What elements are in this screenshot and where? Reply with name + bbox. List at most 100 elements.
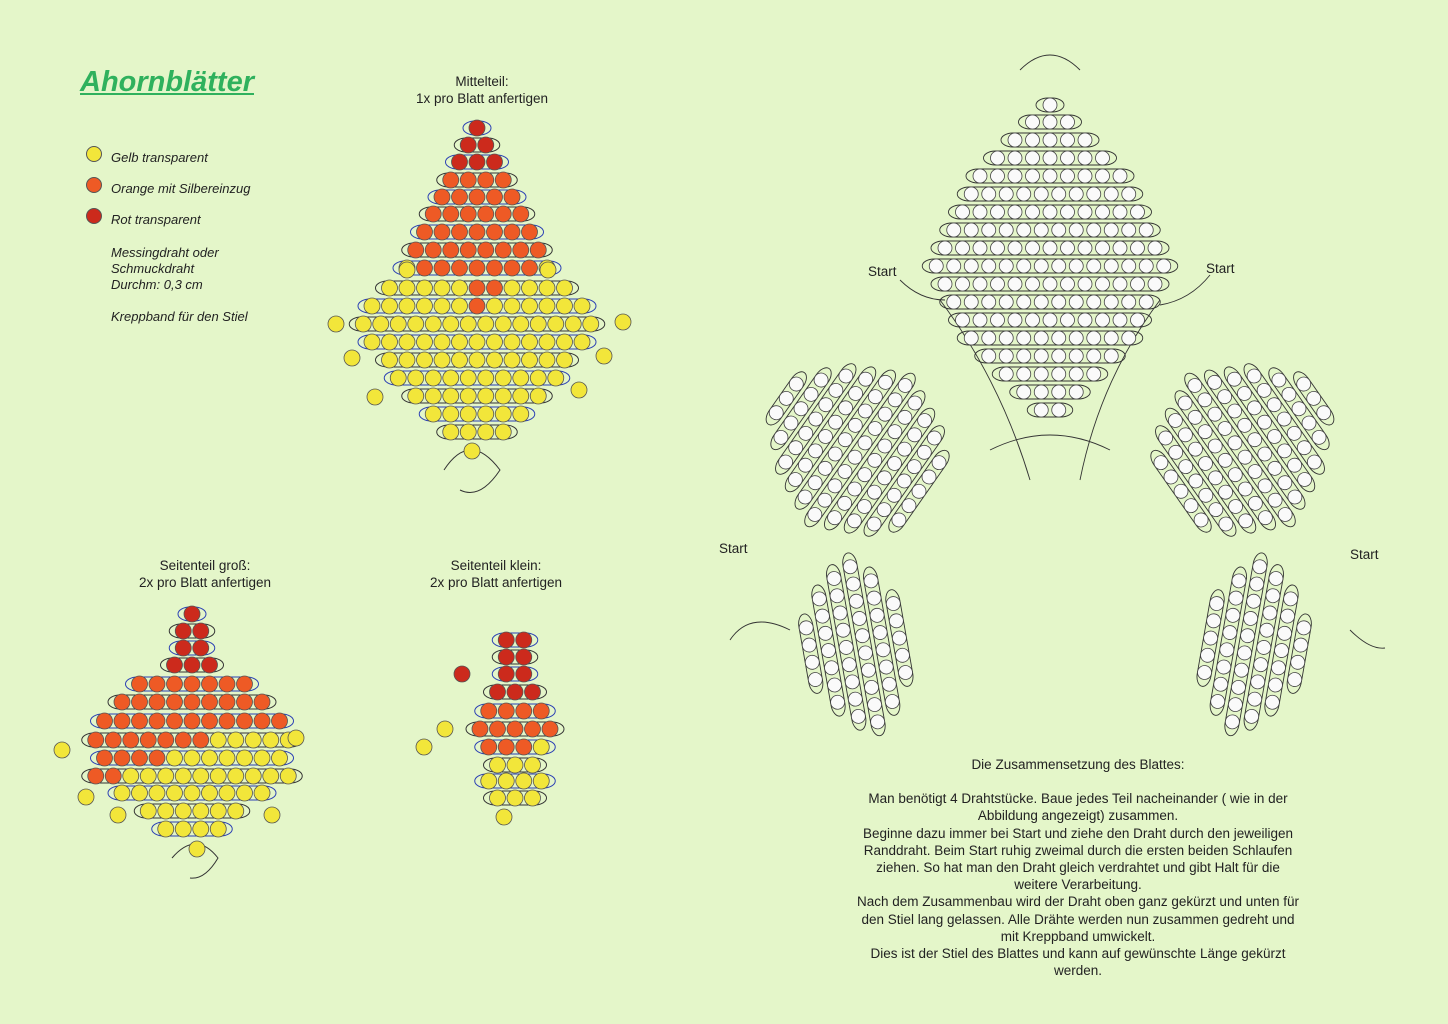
bead [1077,168,1093,184]
bead [157,731,175,749]
bead [1060,204,1075,220]
wire-loop [383,370,571,386]
bead [1130,240,1145,256]
wire-loop [804,372,916,528]
bead [1280,608,1295,624]
bead [1033,366,1049,382]
bead [389,369,407,387]
bead [972,240,988,256]
bead [148,675,166,693]
bead [807,475,823,491]
bead [209,802,227,820]
bead [837,495,853,511]
bead [946,294,962,310]
bead [1227,435,1243,451]
bead [1033,384,1049,400]
bead [845,576,861,592]
bead [131,712,148,730]
bead [990,150,1005,166]
bead [864,679,879,695]
wire-strand [1079,299,1161,481]
bead [1121,294,1137,310]
bead [1228,697,1243,713]
instruction-line: den Stiel lang gelassen. Alle Drähte wer… [861,911,1295,927]
bead [827,677,842,693]
bead [582,315,600,333]
bead [183,784,201,802]
bead [1033,258,1049,274]
bead [529,241,547,259]
wire-loop [1184,372,1296,528]
bead [830,694,846,710]
wire-loop [81,768,303,784]
bead [515,665,533,683]
bead [174,767,192,785]
bead [1210,694,1226,709]
bead [547,315,565,333]
wire-loop [956,186,1144,202]
bead [201,712,218,730]
bead [1256,382,1272,398]
bead [877,470,892,486]
bead [1156,258,1172,274]
instructions-text: Man benötigt 4 Drahtstücke. Baue jedes T… [800,790,1356,979]
bead [407,369,425,387]
bead [459,315,477,333]
bead [236,784,253,802]
bead [963,186,979,202]
bead [1112,240,1128,256]
bead [1068,330,1084,346]
bead [867,484,882,500]
bead [998,330,1014,346]
bead [262,767,280,785]
bead [1287,489,1303,505]
bead [838,400,853,416]
bead [828,382,844,398]
bead [166,749,183,767]
bead [416,223,433,241]
bead [1287,457,1302,473]
bead [459,241,477,259]
bead [451,188,468,206]
bead [468,119,486,137]
bead [1095,276,1110,292]
bead [778,454,794,470]
bead [797,489,813,505]
bead [847,417,863,433]
bead [808,411,824,427]
bead [897,441,912,457]
bead [881,676,897,692]
bead [157,802,175,820]
bead [907,395,923,411]
bead [1033,294,1049,310]
bead [521,223,538,241]
bead [183,749,201,767]
bead [1051,222,1067,238]
bead [451,333,468,351]
bead [1060,150,1075,166]
wire-strand [899,279,946,301]
bead [813,372,829,388]
bead [955,240,970,256]
bead [468,153,486,171]
bead [573,333,591,351]
bead [192,767,210,785]
bead [192,820,210,838]
bead [972,168,988,184]
wire-loop [939,294,1161,310]
bead [398,351,416,369]
bead [1177,395,1193,411]
bead [1271,660,1286,676]
bead [808,443,823,459]
bead [503,259,521,277]
bead [1264,694,1280,710]
bead [1231,573,1247,589]
bead [906,459,922,475]
bead [131,693,148,711]
bead [1257,446,1273,462]
bead [1247,464,1263,479]
bead [489,720,506,738]
bead [1060,132,1075,148]
bead [521,279,538,297]
